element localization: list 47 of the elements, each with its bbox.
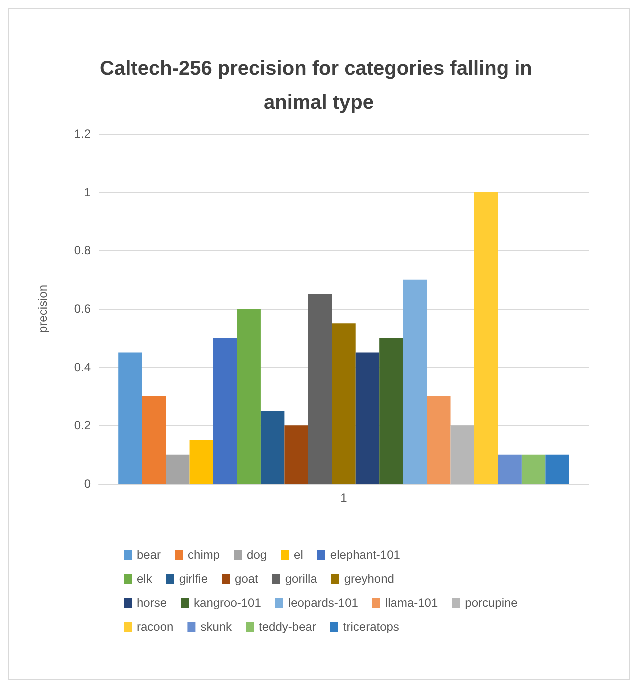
- legend-label: dog: [247, 548, 268, 562]
- legend-label: elephant-101: [330, 548, 401, 562]
- y-tick-label: 0.6: [74, 302, 92, 316]
- legend-label: chimp: [188, 548, 220, 562]
- legend-label: llama-101: [385, 596, 438, 610]
- bar: [284, 426, 308, 484]
- y-tick-label: 0.8: [74, 244, 92, 258]
- bar: [118, 352, 142, 484]
- legend-label: triceratops: [343, 620, 400, 634]
- legend-label: horse: [137, 596, 168, 610]
- bar: [403, 280, 428, 484]
- bar: [214, 338, 238, 484]
- legend-label: bear: [137, 548, 162, 562]
- bar: [332, 324, 356, 484]
- bar: [427, 396, 451, 484]
- legend-label: kangroo-101: [194, 596, 262, 610]
- bar: [522, 454, 546, 484]
- y-tick-label: 1.2: [74, 127, 92, 141]
- y-tick-label: 0.4: [74, 360, 92, 374]
- legend-label: girlfie: [179, 572, 208, 586]
- bar: [142, 396, 166, 484]
- legend-label: leopards-101: [288, 596, 359, 610]
- y-tick-label: 0: [84, 477, 92, 491]
- legend-label: teddy-bear: [259, 620, 316, 634]
- bar: [498, 454, 522, 484]
- bar: [546, 454, 570, 484]
- legend-label: porcupine: [465, 596, 518, 610]
- legend-label: gorilla: [285, 572, 318, 586]
- y-tick-label: 0.2: [74, 418, 92, 433]
- bar: [450, 426, 474, 484]
- legend-label: el: [294, 548, 304, 562]
- bar: [474, 192, 498, 484]
- bar: [356, 352, 380, 484]
- bar: [308, 294, 332, 484]
- bar: [380, 338, 404, 484]
- legend-label: skunk: [200, 620, 234, 634]
- y-axis-title: precision: [36, 284, 50, 334]
- bar: [237, 309, 261, 484]
- legend-label: goat: [235, 572, 260, 586]
- y-tick-label: 1: [84, 185, 92, 200]
- legend-label: greyhond: [344, 572, 394, 586]
- legend-label: elk: [137, 572, 154, 586]
- legend-label: racoon: [137, 620, 174, 634]
- chart-title: Caltech-256 precision for categories falling in animal type: [100, 58, 538, 114]
- bar: [260, 411, 285, 484]
- bar: [190, 440, 214, 484]
- bar: [166, 454, 190, 484]
